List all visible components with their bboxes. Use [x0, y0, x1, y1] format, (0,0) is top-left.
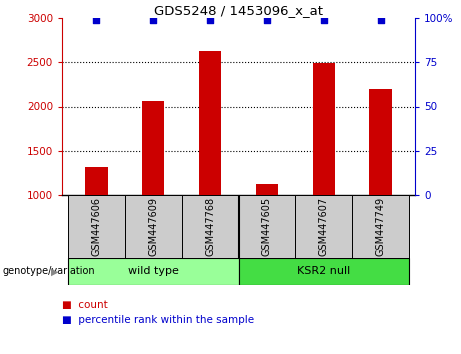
- Bar: [313, 63, 335, 195]
- Bar: [68, 195, 124, 258]
- Bar: [255, 184, 278, 195]
- Text: ▶: ▶: [50, 267, 58, 276]
- Text: ■  percentile rank within the sample: ■ percentile rank within the sample: [62, 315, 254, 325]
- Point: [377, 17, 384, 23]
- Point: [263, 17, 271, 23]
- Text: genotype/variation: genotype/variation: [2, 267, 95, 276]
- Point: [149, 17, 157, 23]
- Title: GDS5248 / 1453096_x_at: GDS5248 / 1453096_x_at: [154, 4, 323, 17]
- Bar: [238, 195, 296, 258]
- Bar: [199, 51, 221, 195]
- Text: ■  count: ■ count: [62, 300, 108, 310]
- Text: GSM447606: GSM447606: [91, 197, 101, 256]
- Point: [320, 17, 328, 23]
- Text: GSM447749: GSM447749: [376, 197, 386, 256]
- Point: [207, 17, 214, 23]
- Bar: [142, 101, 165, 195]
- Bar: [369, 89, 392, 195]
- Text: GSM447607: GSM447607: [319, 197, 329, 256]
- Bar: [85, 167, 107, 195]
- Bar: [182, 195, 238, 258]
- Bar: [68, 258, 238, 285]
- Text: KSR2 null: KSR2 null: [297, 267, 350, 276]
- Bar: [238, 258, 409, 285]
- Text: wild type: wild type: [128, 267, 178, 276]
- Bar: [296, 195, 352, 258]
- Point: [93, 17, 100, 23]
- Bar: [352, 195, 409, 258]
- Bar: [124, 195, 182, 258]
- Text: GSM447609: GSM447609: [148, 197, 158, 256]
- Text: GSM447768: GSM447768: [205, 197, 215, 256]
- Text: GSM447605: GSM447605: [262, 197, 272, 256]
